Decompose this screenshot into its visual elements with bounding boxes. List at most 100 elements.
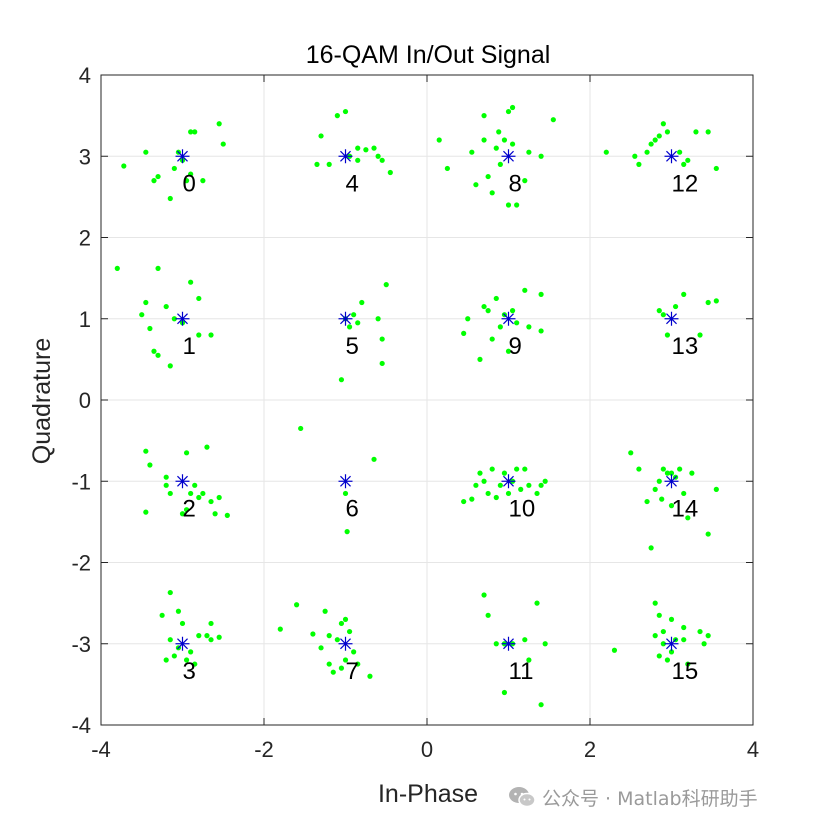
symbol-label: 5 [346,333,359,360]
symbol-label: 15 [672,658,699,685]
received-point [277,626,283,632]
received-point [314,161,320,167]
received-point [660,121,666,127]
received-point [509,308,516,314]
received-point [461,330,467,336]
received-point [526,324,532,330]
received-point [713,486,719,492]
x-axis-label: In-Phase [378,780,478,808]
received-point [505,348,512,354]
received-point [371,145,377,151]
received-point [473,482,479,488]
received-point [139,312,145,318]
received-point [342,657,349,663]
received-point [342,108,349,115]
received-point [298,425,304,432]
y-tick-label: 4 [79,63,91,88]
received-point [493,295,499,302]
received-point [294,602,300,608]
received-point [656,653,662,659]
received-point [143,448,149,454]
reference-point [175,311,190,326]
received-point [485,490,491,497]
received-point [542,478,548,484]
received-point [310,631,316,637]
received-point [493,641,499,647]
received-point [485,173,491,180]
wechat-icon [509,787,536,808]
received-point [705,633,711,639]
received-point [371,456,377,462]
received-point [496,129,502,135]
symbol-label: 6 [346,495,359,522]
received-point [611,647,618,653]
received-point [538,153,544,159]
reference-point [338,636,353,651]
received-point [514,466,520,472]
received-point [534,490,540,497]
received-point [505,490,512,497]
received-point [216,121,222,127]
received-point [668,616,675,622]
reference-point [664,636,679,651]
received-point [664,657,671,663]
received-point [188,129,194,135]
received-point [175,608,182,614]
received-point [155,173,161,180]
x-tick-label: -4 [91,737,111,762]
reference-point [501,149,516,164]
received-point [151,178,157,184]
received-point [677,149,683,155]
watermark: 公众号 · Matlab科研助手 [508,782,758,812]
received-point [375,316,381,322]
received-point [355,320,361,326]
received-point [477,470,483,476]
received-point [514,320,520,326]
received-point [469,149,475,155]
received-point [188,490,194,497]
received-point [497,482,503,488]
symbol-label: 1 [183,333,196,360]
received-point [501,470,508,476]
received-point [644,149,650,155]
received-point [497,324,503,330]
received-point [697,628,703,635]
reference-point [664,474,679,489]
reference-point [501,636,516,651]
received-point [204,633,210,639]
received-point [171,653,177,659]
received-point [163,657,169,663]
received-point [212,511,218,517]
received-point [497,161,503,167]
received-point [192,661,198,667]
received-point [461,498,467,505]
symbol-label: 13 [672,333,699,360]
received-point [681,490,687,497]
x-tick-label: 4 [747,737,759,762]
received-point [163,303,169,310]
received-point [318,645,324,651]
received-point [367,673,373,679]
reference-point [338,474,353,489]
received-point [501,137,508,143]
received-point [493,494,499,501]
received-point [363,147,369,153]
received-points [114,104,719,708]
received-point [359,299,365,306]
received-point [701,641,707,647]
x-tick-label: 0 [421,737,433,762]
received-point [656,308,662,314]
received-point [163,474,169,480]
symbol-label: 3 [183,658,196,685]
received-point [208,498,214,505]
received-point [188,649,194,655]
received-point [485,612,491,618]
received-point [143,149,149,155]
received-point [344,529,350,535]
received-point [171,316,177,322]
grid [100,74,754,726]
received-point [383,282,389,288]
received-point [167,589,173,596]
received-point [143,299,149,306]
received-point [481,113,487,119]
